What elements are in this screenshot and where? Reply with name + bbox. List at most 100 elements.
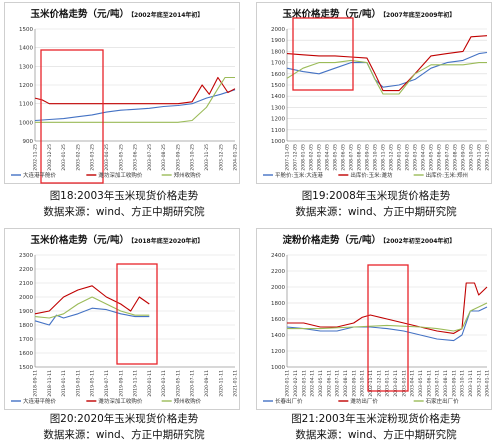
chart-panel-2: 玉米价格走势（元/吨） 【2007年底至2009年初】 1000 1100 1200 13… [256, 2, 492, 184]
x-tick-label: 2009-11-05 [477, 144, 483, 171]
chart-panel-1: 玉米价格走势（元/吨） 【2002年底至2014年初】 900 1000 1100 120… [4, 2, 240, 184]
figure-caption: 图21:2003年玉米淀粉现货价格走势 [291, 413, 461, 425]
series-line [286, 51, 488, 88]
legend-label: 潍坊深加工收购价 [98, 397, 143, 405]
chart-subtitle: 【2002年初至2004年初】 [383, 237, 455, 245]
y-tick-label: 1900 [19, 309, 33, 315]
x-tick-label: 2002-01-11 [285, 370, 291, 397]
x-tick-label: 2008-04-05 [325, 144, 331, 171]
y-tick-label: 1500 [271, 83, 285, 89]
x-tick-label: 2002-02-11 [293, 370, 299, 397]
x-tick-label: 2003-07-25 [147, 144, 153, 171]
series-line [34, 285, 150, 315]
x-tick-label: 2009-05-05 [429, 144, 435, 171]
x-tick-label: 2003-04-25 [104, 144, 110, 171]
x-tick-label: 2009-03-05 [413, 144, 419, 171]
x-tick-label: 2002-08-11 [343, 370, 349, 397]
x-tick-label: 2008-09-05 [365, 144, 371, 171]
y-tick-label: 2000 [19, 295, 33, 301]
series-line [286, 59, 487, 95]
y-tick-label: 1300 [271, 105, 285, 111]
y-tick-label: 1500 [19, 365, 33, 371]
legend-label: 潍坊深加工收购价 [98, 171, 143, 179]
series-line [286, 35, 488, 92]
y-tick-label: 1600 [271, 72, 285, 78]
y-tick-label: 2300 [19, 253, 33, 259]
x-tick-label: 2009-01-05 [397, 144, 403, 171]
y-tick-label: 1000 [271, 365, 285, 371]
x-tick-label: 2008-11-05 [381, 144, 387, 171]
y-tick-label: 2000 [271, 27, 285, 33]
figure-caption: 图18:2003年玉米现货价格走势 [49, 190, 199, 202]
x-tick-label: 2009-04-05 [421, 144, 427, 171]
y-tick-label: 1400 [271, 333, 285, 339]
x-tick-label: 2002-09-11 [351, 370, 357, 397]
series-line [286, 306, 488, 342]
x-tick-label: 2019-01-11 [61, 370, 67, 397]
x-tick-label: 2003-02-25 [75, 144, 81, 171]
y-tick-label: 1200 [271, 117, 285, 123]
x-tick-label: 2008-08-05 [357, 144, 363, 171]
y-tick-label: 1400 [19, 46, 33, 52]
x-tick-label: 2002-11-25 [33, 144, 39, 171]
x-tick-label: 2003-03-11 [401, 370, 407, 397]
y-tick-label: 2200 [271, 269, 285, 275]
x-tick-label: 2003-05-25 [118, 144, 124, 171]
x-tick-label: 2002-04-11 [310, 370, 316, 397]
x-tick-label: 2003-01-25 [61, 144, 67, 171]
x-tick-label: 2003-02-11 [393, 370, 399, 397]
x-tick-label: 2003-11-11 [468, 370, 474, 397]
x-tick-label: 2002-06-11 [326, 370, 332, 397]
x-tick-label: 2003-10-11 [460, 370, 466, 397]
x-tick-label: 2020-05-11 [175, 370, 181, 397]
x-tick-label: 2019-07-11 [104, 370, 110, 397]
x-tick-label: 2009-06-05 [437, 144, 443, 171]
source-note: 数据来源：wind、方正中期研究院 [295, 429, 457, 441]
chart-title: 玉米价格走势（元/吨） 【2002年底至2014年初】 [31, 8, 204, 20]
y-tick-label: 1700 [19, 337, 33, 343]
y-tick-label: 1400 [271, 94, 285, 100]
x-tick-label: 2003-01-11 [385, 370, 391, 397]
caption-1: 图18:2003年玉米现货价格走势 数据来源：wind、方正中期研究院 [4, 188, 244, 220]
chart-subtitle: 【2018年底至2020年初】 [131, 237, 203, 245]
legend-label: 长春出厂价 [275, 397, 303, 405]
chart-1: 玉米价格走势（元/吨） 【2002年底至2014年初】 900 1000 1100 120… [11, 8, 239, 184]
x-tick-label: 2019-11-11 [133, 370, 139, 397]
x-tick-label: 2003-07-11 [435, 370, 441, 397]
chart-4: 淀粉价格走势（元/吨） 【2002年初至2004年初】 1000 1200 1400 16… [263, 234, 491, 405]
x-tick-label: 2008-03-05 [317, 144, 323, 171]
x-tick-label: 2020-03-11 [161, 370, 167, 397]
chart-2: 玉米价格走势（元/吨） 【2007年底至2009年初】 1000 1100 1200 13… [263, 8, 491, 179]
figure-caption: 图20:2020年玉米现货价格走势 [49, 413, 199, 425]
x-tick-label: 2002-11-11 [368, 370, 374, 397]
chart-title: 玉米价格走势（元/吨） 【2007年底至2009年初】 [283, 8, 456, 20]
chart-title: 淀粉价格走势（元/吨） 【2002年初至2004年初】 [283, 234, 456, 246]
y-tick-label: 1600 [19, 351, 33, 357]
x-tick-label: 2003-11-25 [204, 144, 210, 171]
x-tick-label: 2018-09-11 [33, 370, 39, 397]
x-tick-label: 2003-12-11 [476, 370, 482, 397]
y-tick-label: 1100 [271, 128, 285, 134]
x-tick-label: 2002-12-11 [376, 370, 382, 397]
chart-title: 玉米价格走势（元/吨） 【2018年底至2020年初】 [31, 234, 204, 246]
x-tick-label: 2002-05-11 [318, 370, 324, 397]
source-note: 数据来源：wind、方正中期研究院 [295, 206, 457, 218]
highlight-box [116, 263, 158, 365]
y-tick-label: 1800 [271, 49, 285, 55]
y-tick-label: 1100 [19, 102, 33, 108]
x-tick-label: 2008-01-05 [301, 144, 307, 171]
caption-2: 图19:2008年玉米现货价格走势 数据来源：wind、方正中期研究院 [256, 188, 496, 220]
y-tick-label: 1700 [271, 61, 285, 67]
y-tick-label: 2000 [271, 285, 285, 291]
figure-caption: 图19:2008年玉米现货价格走势 [301, 190, 451, 202]
x-tick-label: 2003-03-25 [90, 144, 96, 171]
x-tick-label: 2009-10-05 [469, 144, 475, 171]
x-tick-label: 2009-07-05 [445, 144, 451, 171]
x-tick-label: 2019-05-11 [90, 370, 96, 397]
legend-label: 平舱价:玉米:大连港 [275, 171, 323, 179]
chart-subtitle: 【2002年底至2014年初】 [131, 11, 203, 19]
source-note: 数据来源：wind、方正中期研究院 [43, 429, 205, 441]
caption-3: 图20:2020年玉米现货价格走势 数据来源：wind、方正中期研究院 [4, 411, 244, 443]
x-tick-label: 2003-06-25 [133, 144, 139, 171]
x-tick-label: 2008-07-05 [349, 144, 355, 171]
